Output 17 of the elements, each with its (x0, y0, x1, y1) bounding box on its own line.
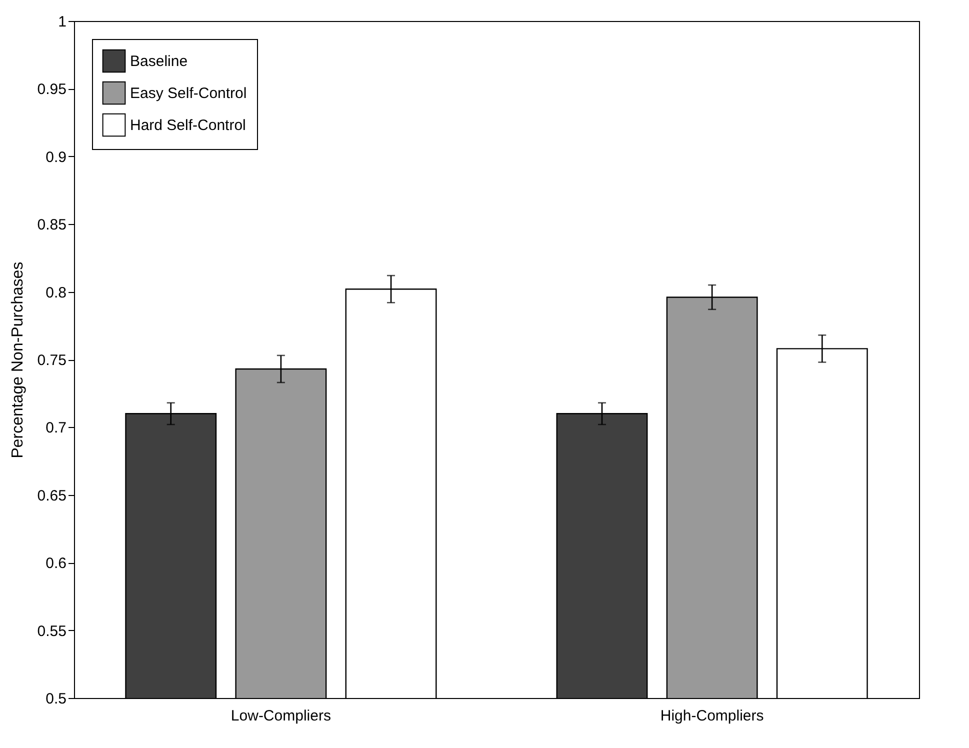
y-tick-label: 0.9 (46, 148, 66, 166)
y-tick-label: 0.65 (37, 487, 66, 504)
y-tick-label: 0.85 (37, 216, 66, 234)
y-tick-label: 0.5 (46, 690, 66, 708)
legend-label: Baseline (130, 53, 188, 70)
y-tick-label: 0.55 (37, 622, 66, 640)
x-tick-label: Low-Compliers (230, 708, 331, 724)
y-axis-title: Percentage Non-Purchases (9, 262, 26, 458)
x-tick-label: High-Compliers (660, 708, 764, 724)
y-tick-label: 0.95 (37, 81, 66, 98)
y-tick-label: 0.7 (46, 420, 66, 437)
y-tick-label: 1 (58, 14, 66, 30)
y-tick-label: 0.8 (46, 284, 66, 302)
y-tick-label: 0.6 (46, 555, 66, 572)
legend-label: Hard Self-Control (130, 117, 246, 134)
y-tick-label: 0.75 (37, 352, 66, 369)
legend-label: Easy Self-Control (130, 85, 247, 102)
